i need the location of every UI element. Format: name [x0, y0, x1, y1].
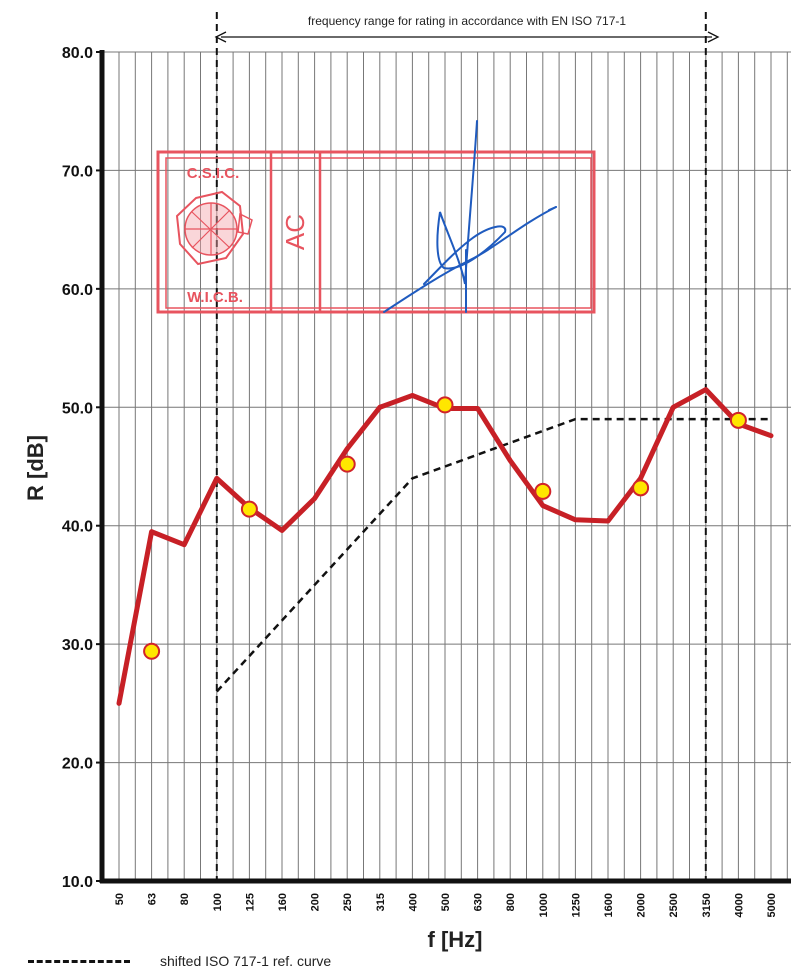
arrow-left-icon [214, 31, 227, 43]
y-tick-label: 40.0 [62, 519, 93, 536]
x-axis-label: f [Hz] [428, 927, 483, 952]
x-tick-label: 125 [244, 893, 256, 911]
y-tick-label: 70.0 [62, 163, 93, 180]
y-tick-labels: 10.0 20.0 30.0 40.0 50.0 60.0 70.0 80.0 [62, 45, 93, 891]
y-tick-label: 20.0 [62, 756, 93, 773]
y-tick-label: 10.0 [62, 874, 93, 891]
octave-data-point [534, 482, 552, 500]
x-tick-label: 200 [310, 893, 322, 911]
y-tick-label: 60.0 [62, 282, 93, 299]
x-tick-label: 2000 [636, 893, 648, 917]
stamp-inner-frame [165, 157, 592, 309]
x-tick-label: 5000 [766, 893, 778, 917]
x-tick-label: 3150 [701, 893, 713, 917]
y-axis-label: R [dB] [23, 435, 48, 501]
octave-data-point [632, 479, 650, 497]
dashed-line-swatch [28, 959, 130, 963]
stamp-initials: AC [280, 214, 310, 250]
octave-points-series [143, 396, 747, 660]
arrow-right-icon [707, 31, 720, 43]
x-tick-label: 80 [179, 893, 191, 905]
reference-curve-line [215, 417, 771, 693]
octave-data-point [338, 455, 356, 473]
laboratory-stamp: C.S.I.C. W.I.C.B. AC [156, 120, 596, 314]
stamp-outer-frame [156, 150, 596, 314]
x-tick-labels: 50 63 80 100 125 160 200 250 315 400 500 630 800 1000… [114, 893, 778, 917]
x-tick-label: 160 [277, 893, 289, 911]
x-tick-label: 1250 [570, 893, 582, 917]
x-tick-label: 630 [473, 893, 485, 911]
x-tick-label: 2500 [668, 893, 680, 917]
stamp-line2: W.I.C.B. [187, 289, 243, 306]
x-tick-label: 1000 [538, 893, 550, 917]
x-tick-label: 250 [342, 893, 354, 911]
x-tick-label: 63 [147, 893, 159, 905]
rating-range-annotation: frequency range for rating in accordance… [214, 14, 720, 43]
rating-range-text: frequency range for rating in accordance… [308, 14, 626, 28]
x-tick-label: 315 [375, 893, 387, 911]
x-tick-label: 100 [212, 893, 224, 911]
x-tick-label: 50 [114, 893, 126, 905]
stamp-line1: C.S.I.C. [187, 165, 240, 182]
x-tick-label: 500 [440, 893, 452, 911]
legend: shifted ISO 717-1 ref. curve [28, 951, 331, 971]
y-tick-label: 50.0 [62, 400, 93, 417]
legend-label: shifted ISO 717-1 ref. curve [160, 953, 332, 969]
y-tick-label: 30.0 [62, 637, 93, 654]
reference-curve-series [215, 417, 771, 693]
octave-data-point [143, 642, 161, 660]
octave-data-point [240, 500, 258, 518]
x-tick-label: 1600 [603, 893, 615, 917]
y-tick-label: 80.0 [62, 45, 93, 62]
octave-data-point [729, 411, 747, 429]
axes [96, 12, 791, 884]
x-tick-label: 400 [407, 893, 419, 911]
octave-data-point [436, 396, 454, 414]
x-tick-label: 4000 [733, 893, 745, 917]
signature-icon [383, 120, 557, 313]
x-tick-label: 800 [505, 893, 517, 911]
seal-emblem-icon [175, 190, 253, 266]
